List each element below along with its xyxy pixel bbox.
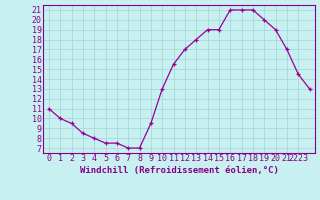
X-axis label: Windchill (Refroidissement éolien,°C): Windchill (Refroidissement éolien,°C)	[80, 166, 279, 175]
